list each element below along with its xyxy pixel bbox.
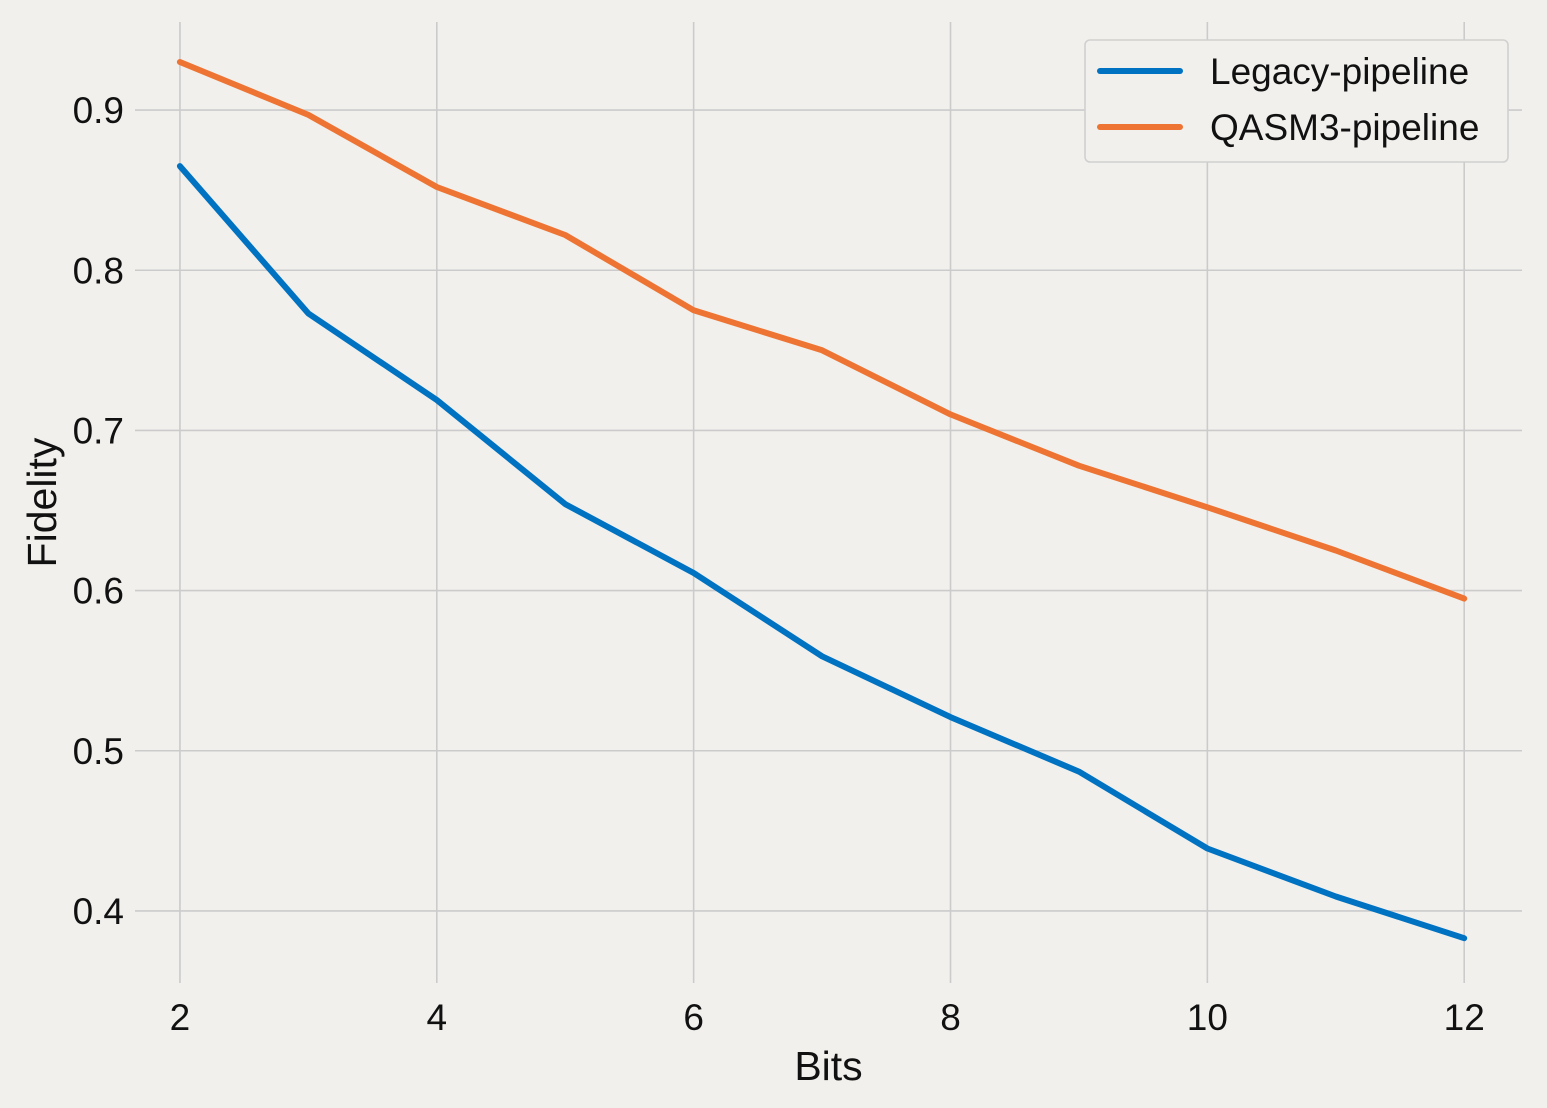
x-tick-label: 2	[170, 997, 191, 1038]
x-tick-label: 6	[683, 997, 704, 1038]
y-tick-label: 0.5	[73, 731, 124, 772]
x-tick-label: 12	[1444, 997, 1485, 1038]
legend: Legacy-pipeline QASM3-pipeline	[1084, 39, 1509, 163]
y-tick-label: 0.7	[73, 410, 124, 451]
x-axis-title: Bits	[794, 1043, 862, 1089]
grid	[135, 22, 1522, 983]
y-tick-label: 0.4	[73, 891, 124, 932]
legend-box	[1084, 39, 1509, 163]
x-tick-label: 10	[1187, 997, 1228, 1038]
series-line	[176, 59, 1468, 602]
tick-labels: 2 4 6 8 10 12 0.4 0.5 0.6 0.7 0.8 0.9	[73, 90, 1485, 1038]
y-tick-label: 0.8	[73, 250, 124, 291]
series-line	[176, 163, 1468, 942]
series-lines	[176, 59, 1468, 942]
x-tick-label: 8	[940, 997, 961, 1038]
legend-items: Legacy-pipeline QASM3-pipeline	[1097, 51, 1479, 148]
y-tick-label: 0.9	[73, 90, 124, 131]
y-axis-title: Fidelity	[19, 437, 65, 567]
y-tick-label: 0.6	[73, 571, 124, 612]
x-tick-label: 4	[427, 997, 448, 1038]
legend-label: Legacy-pipeline	[1210, 51, 1469, 92]
legend-label: QASM3-pipeline	[1210, 107, 1479, 148]
